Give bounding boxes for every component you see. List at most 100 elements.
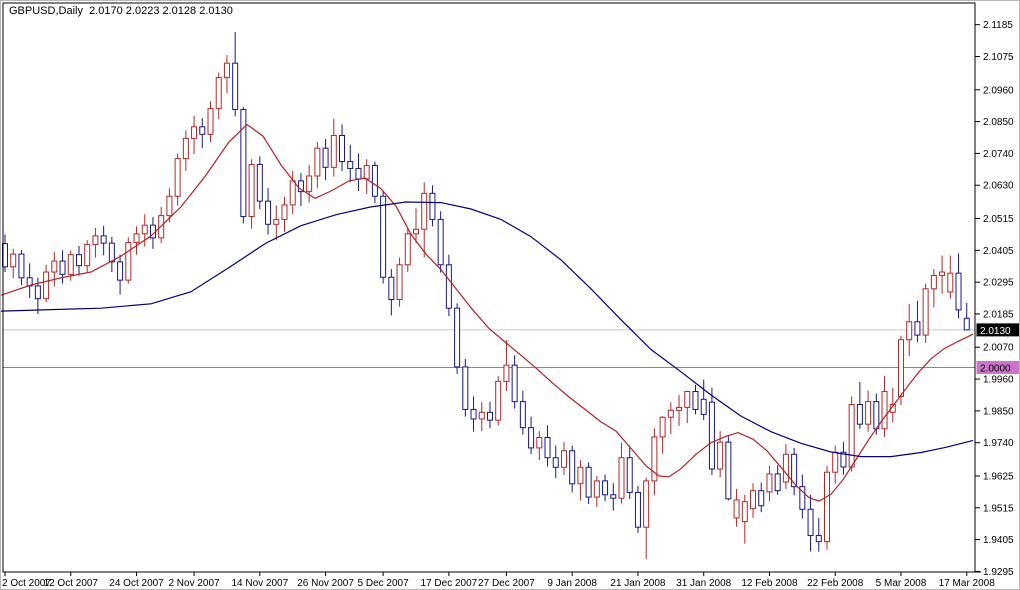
candle-body — [700, 398, 707, 415]
candle — [700, 379, 707, 421]
candle-body — [963, 317, 970, 331]
candle — [232, 31, 239, 117]
candle — [322, 138, 329, 181]
candle — [199, 118, 206, 149]
price-marker-value: 2.0000 — [980, 363, 1011, 374]
candle-body — [297, 180, 304, 193]
candle — [634, 486, 641, 533]
y-tick-label: 1.9850 — [983, 406, 1014, 417]
candle-body — [166, 195, 173, 217]
candle — [486, 401, 493, 429]
candle — [643, 477, 650, 560]
candle-body — [34, 285, 41, 300]
candle-body — [676, 406, 683, 411]
x-tick-label: 26 Nov 2007 — [297, 578, 354, 589]
candle — [240, 107, 247, 224]
x-tick-label: 12 Feb 2008 — [741, 578, 798, 589]
candle-body — [807, 508, 814, 537]
candle — [59, 250, 66, 284]
candle-body — [141, 224, 148, 235]
symbol-timeframe-label: GBPUSD,Daily — [9, 5, 83, 17]
candle-body — [281, 204, 288, 220]
price-marker-value: 2.0130 — [980, 326, 1011, 337]
candle — [832, 445, 839, 484]
candle — [659, 416, 666, 454]
candle — [519, 390, 526, 435]
x-tick-label: 27 Dec 2007 — [478, 578, 535, 589]
candle-body — [486, 411, 493, 421]
candle — [856, 381, 863, 429]
candle-body — [117, 261, 124, 281]
candle-body — [569, 450, 576, 485]
candle — [223, 55, 230, 94]
candle-body — [939, 271, 946, 276]
candle — [569, 445, 576, 493]
candle-body — [100, 235, 107, 244]
candle-body — [725, 441, 732, 500]
horizontal-level-lines — [3, 329, 975, 368]
candle-body — [692, 390, 699, 410]
y-axis: 2.1185 2.1075 2.0960 2.0850 2.0740 2.0630 2.05… — [975, 20, 1014, 578]
candle-body — [248, 163, 255, 217]
candle — [174, 153, 181, 206]
candle — [766, 465, 773, 502]
candle-body — [371, 165, 378, 197]
x-tick-label: 2 Oct 2007 — [2, 578, 51, 589]
y-tick-label: 1.9960 — [983, 375, 1014, 386]
candle — [207, 101, 214, 142]
chart-frame — [2, 2, 976, 573]
candle — [782, 444, 789, 489]
y-tick-label: 2.0295 — [983, 278, 1014, 289]
candle — [380, 191, 387, 284]
price-marker-box — [976, 360, 1019, 374]
fast-ma-line — [1, 123, 974, 502]
candlesticks — [2, 31, 970, 560]
candle — [404, 228, 411, 273]
candle-body — [421, 192, 428, 230]
candle-body — [108, 242, 115, 263]
candle — [914, 300, 921, 343]
candle — [906, 303, 913, 356]
candle-body — [659, 416, 666, 438]
candle — [511, 355, 518, 409]
candle-body — [552, 457, 559, 468]
candle-body — [84, 244, 91, 267]
candle — [741, 494, 748, 544]
candle — [593, 475, 600, 507]
candle-body — [503, 364, 510, 382]
candle-body — [766, 473, 773, 493]
candle-body — [758, 490, 765, 507]
candle-body — [881, 390, 888, 430]
y-tick-label: 2.0960 — [983, 85, 1014, 96]
candle-body — [519, 401, 526, 429]
candle — [166, 188, 173, 223]
candle-body — [223, 62, 230, 79]
candle-body — [873, 401, 880, 430]
y-tick-label: 2.0515 — [983, 214, 1014, 225]
candle-body — [717, 441, 724, 470]
candle-body — [585, 466, 592, 498]
ohlc-readout: 2.0170 2.0223 2.0128 2.0130 — [89, 5, 233, 17]
candle — [758, 482, 765, 513]
candle — [602, 474, 609, 502]
candle-body — [125, 242, 132, 281]
candle — [429, 185, 436, 227]
candle-body — [289, 180, 296, 206]
candle — [26, 263, 33, 299]
y-tick-label: 2.0850 — [983, 117, 1014, 128]
candle — [363, 159, 370, 194]
candle — [544, 425, 551, 467]
x-tick-label: 17 Mar 2008 — [939, 578, 996, 589]
candle-body — [339, 134, 346, 163]
candle — [495, 376, 502, 426]
candle — [51, 251, 58, 287]
candle-body — [355, 167, 362, 180]
candle — [100, 225, 107, 256]
candle-body — [618, 457, 625, 499]
candle-body — [347, 161, 354, 169]
candle-body — [43, 271, 50, 300]
candle-body — [782, 453, 789, 483]
candle-body — [914, 321, 921, 336]
